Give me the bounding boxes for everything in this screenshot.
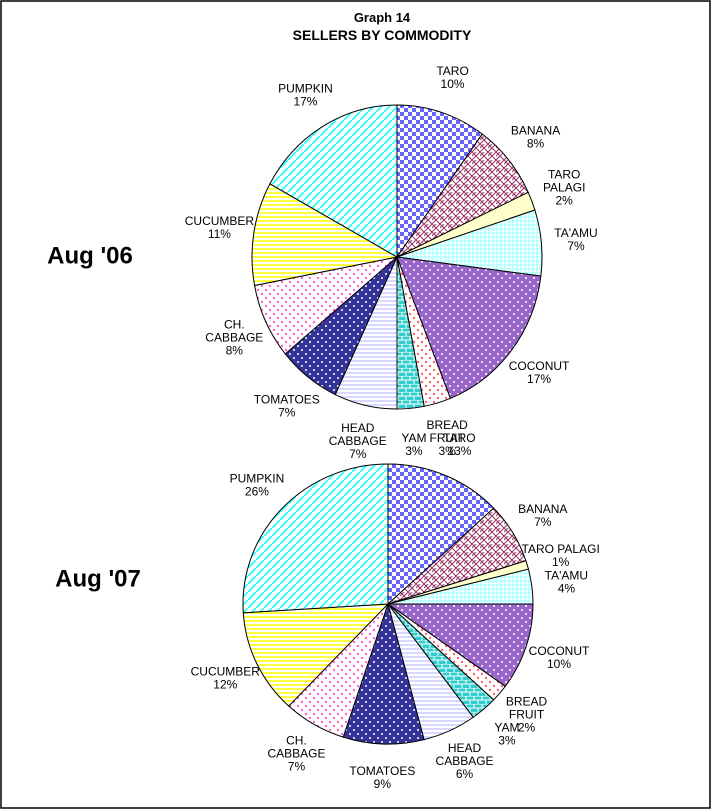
slice-label: TOMATOES [349, 764, 415, 778]
slice-label: TA'AMU [545, 569, 588, 583]
slice-value-label: 7% [349, 447, 367, 461]
slice-label: YAM [401, 431, 426, 445]
slice-value-label: 8% [527, 136, 545, 150]
pie-title: Aug '07 [55, 565, 141, 592]
slice-value-label: 3% [438, 444, 456, 458]
slice-label: TARO PALAGI [522, 542, 600, 556]
slice-value-label: 17% [293, 94, 317, 108]
slice-label: TARO [443, 431, 475, 445]
slice-label: CH. CABBAGE [205, 317, 263, 344]
slice-value-label: 10% [441, 77, 465, 91]
slice-label: COCONUT [529, 644, 590, 658]
slice-value-label: 3% [405, 444, 423, 458]
pie-slice [269, 104, 398, 258]
slice-value-label: 3% [498, 734, 516, 748]
chart-title: Graph 14 [354, 10, 411, 25]
slice-label: BREAD FRUIT [506, 695, 548, 722]
slice-label: TOMATOES [254, 392, 320, 406]
slice-label: PUMPKIN [230, 472, 285, 486]
pie-slice [396, 104, 483, 259]
slice-value-label: 10% [547, 657, 571, 671]
slice-value-label: 7% [278, 405, 296, 419]
slice-label: YAM [494, 721, 519, 735]
slice-label: HEAD CABBAGE [436, 741, 494, 768]
pie-slice [387, 463, 495, 606]
slice-label: TA'AMU [554, 226, 597, 240]
pie-slice [242, 603, 390, 707]
chart-subtitle: SELLERS BY COMMODITY [293, 27, 472, 43]
slice-label: TARO [436, 64, 468, 78]
pie-slice [396, 256, 542, 399]
slice-value-label: 26% [245, 485, 269, 499]
slice-value-label: 7% [534, 515, 552, 529]
slice-value-label: 7% [567, 239, 585, 253]
pie-slice [386, 603, 534, 687]
slice-label: COCONUT [509, 359, 570, 373]
slice-value-label: 2% [518, 721, 536, 735]
slice-value-label: 17% [527, 372, 551, 386]
slice-value-label: 12% [213, 677, 237, 691]
slice-value-label: 8% [226, 343, 244, 357]
slice-label: PUMPKIN [278, 81, 333, 95]
slice-value-label: 11% [208, 227, 231, 241]
slice-value-label: 13% [447, 444, 471, 458]
slice-label: TARO PALAGI [543, 168, 585, 195]
pie-slice [251, 183, 399, 287]
slice-value-label: 2% [556, 194, 574, 208]
slice-label: HEAD CABBAGE [329, 421, 387, 448]
slice-value-label: 1% [552, 555, 570, 569]
slice-label: BANANA [511, 123, 560, 137]
slice-label: CH. CABBAGE [267, 733, 325, 760]
pie-title: Aug '06 [47, 242, 133, 269]
slice-label: CUCUMBER [185, 214, 255, 228]
slice-value-label: 7% [288, 759, 306, 773]
slice-label: CUCUMBER [191, 664, 261, 678]
slice-value-label: 6% [456, 767, 474, 781]
slice-value-label: 9% [374, 777, 392, 791]
slice-label: BANANA [518, 502, 567, 516]
slice-value-label: 4% [558, 582, 576, 596]
pie-slice [242, 463, 389, 614]
slice-label: BREAD FRUIT [426, 418, 468, 445]
pie-slice [342, 602, 425, 745]
